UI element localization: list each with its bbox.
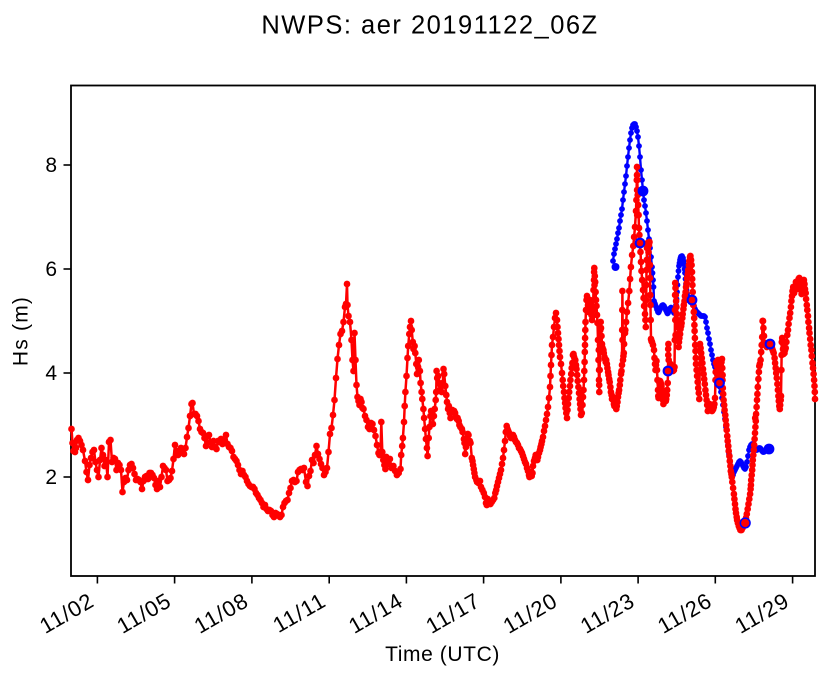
- svg-text:NWPS: aer 20191122_06Z: NWPS: aer 20191122_06Z: [261, 12, 598, 40]
- svg-text:Time (UTC): Time (UTC): [385, 643, 500, 666]
- svg-text:8: 8: [45, 154, 57, 177]
- svg-text:6: 6: [45, 258, 57, 281]
- svg-text:2: 2: [45, 466, 57, 489]
- svg-text:4: 4: [45, 362, 57, 385]
- svg-text:Hs (m): Hs (m): [10, 296, 33, 366]
